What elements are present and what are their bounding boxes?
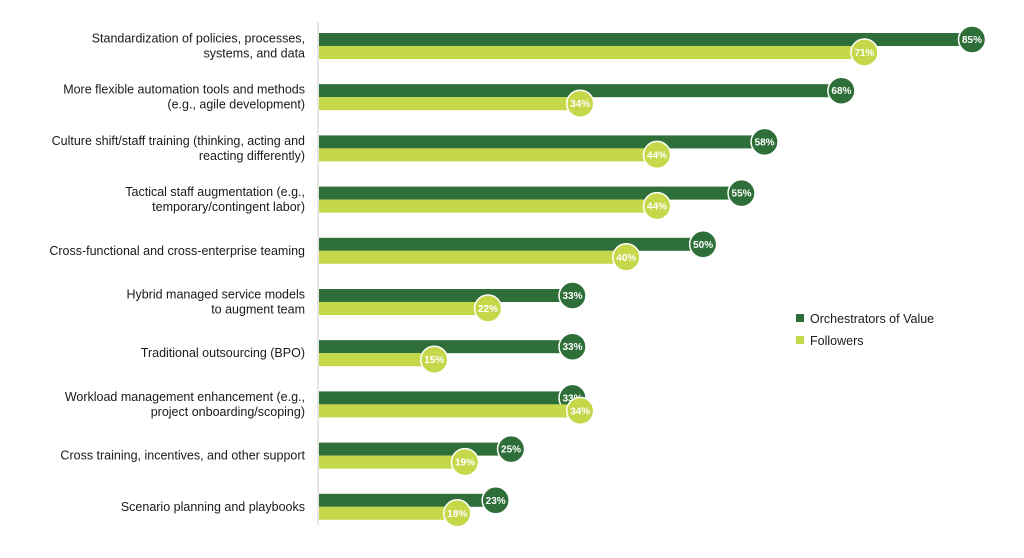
legend-swatch-orchestrators [796,314,804,322]
value-label-orchestrators-8: 25% [501,445,521,456]
value-badge-followers-4 [612,243,641,272]
category-label-8: Cross training, incentives, and other su… [60,449,305,463]
bar-followers-2 [319,148,658,162]
bar-followers-1 [319,97,581,111]
value-label-orchestrators-9: 23% [486,496,506,507]
value-badge-orchestrators-3 [727,178,756,208]
category-label-0: Standardization of policies, processes, s… [92,32,305,61]
legend-label-orchestrators: Orchestrators of Value [810,312,934,326]
value-badge-followers-8 [450,447,480,477]
bar-followers-8 [319,455,465,469]
value-label-followers-0: 71% [854,48,874,59]
category-label-5: Hybrid managed service models to augment … [126,288,305,317]
category-labels-group: Standardization of policies, processes, s… [49,32,305,514]
value-label-followers-2: 44% [647,150,667,161]
bar-orchestrators-0 [319,33,972,46]
value-label-followers-9: 18% [447,509,467,520]
legend-label-followers: Followers [810,334,864,348]
value-badge-orchestrators-4 [688,230,718,259]
value-badge-orchestrators-5 [558,281,587,310]
bar-followers-0 [319,46,865,59]
bar-followers-4 [319,250,627,264]
category-label-1: More flexible automation tools and metho… [63,83,305,112]
bar-orchestrators-6 [319,340,573,354]
value-label-orchestrators-1: 68% [831,86,851,97]
value-label-followers-8: 19% [455,458,475,469]
value-label-orchestrators-0: 85% [962,35,982,46]
value-label-followers-3: 44% [647,202,667,213]
value-label-followers-5: 22% [478,304,498,315]
value-label-orchestrators-3: 55% [732,189,752,200]
value-label-orchestrators-6: 33% [563,342,583,353]
bar-orchestrators-9 [319,493,496,507]
value-label-followers-1: 34% [570,99,590,110]
value-label-orchestrators-5: 33% [563,291,583,302]
bar-orchestrators-5 [319,289,573,302]
bar-followers-9 [319,506,458,520]
value-label-followers-6: 15% [424,355,444,366]
category-label-3: Tactical staff augmentation (e.g., tempor… [125,185,305,214]
value-badge-followers-1 [565,89,595,118]
bar-orchestrators-8 [319,442,512,456]
value-badge-orchestrators-2 [750,127,779,157]
legend-swatch-followers [796,336,804,344]
category-label-2: Culture shift/staff training (thinking, … [52,134,305,163]
bar-followers-3 [319,199,658,213]
value-label-orchestrators-2: 58% [755,137,775,148]
legend: Orchestrators of Value Followers [796,312,934,348]
bar-followers-7 [319,404,581,418]
value-label-orchestrators-4: 50% [693,240,713,251]
category-label-9: Scenario planning and playbooks [121,500,305,514]
bar-orchestrators-3 [319,186,742,200]
bar-orchestrators-7 [319,391,573,405]
value-badge-followers-2 [642,140,672,170]
value-badge-followers-9 [443,499,472,528]
value-badge-orchestrators-0 [957,25,987,54]
bar-orchestrators-2 [319,135,765,149]
value-label-followers-7: 34% [570,406,590,417]
bar-orchestrators-4 [319,237,704,251]
bar-followers-5 [319,302,489,315]
value-badge-followers-6 [419,345,449,374]
value-badge-orchestrators-8 [496,434,526,464]
bar-followers-6 [319,353,435,367]
value-label-followers-4: 40% [616,253,636,264]
value-badge-orchestrators-6 [558,332,587,361]
category-label-4: Cross-functional and cross-enterprise te… [49,244,305,258]
category-label-7: Workload management enhancement (e.g., pr… [65,390,305,419]
value-badge-followers-5 [473,294,503,323]
value-badge-followers-0 [850,38,879,67]
value-badge-orchestrators-1 [827,76,856,105]
bars-group: 85% 71% 68% 34% 58% 44% 55% 44% 50% 40% 33% 22% 33% 1… [319,25,987,528]
value-badge-followers-7 [565,396,595,426]
category-label-6: Traditional outsourcing (BPO) [141,346,305,360]
value-badge-followers-3 [642,191,672,221]
value-badge-orchestrators-9 [481,486,510,515]
